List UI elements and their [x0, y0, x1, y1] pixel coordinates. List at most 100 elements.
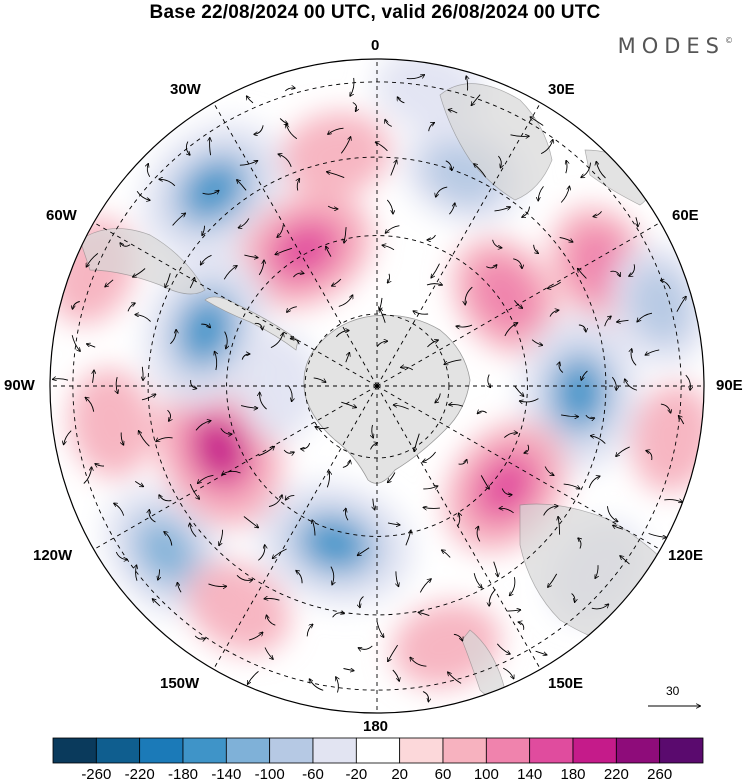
wind-arrow [284, 88, 295, 92]
wind-arrow [198, 474, 214, 483]
meridian [376, 385, 541, 670]
wind-arrow [591, 436, 606, 444]
wind-arrow [159, 179, 176, 187]
meridian [213, 385, 378, 670]
wind-arrow [398, 97, 405, 104]
wind-reference-label: 30 [666, 684, 680, 698]
wind-arrow [388, 472, 396, 483]
wind-arrow [423, 507, 440, 508]
wind-arrow [676, 297, 686, 312]
colorbar-segment [312, 737, 357, 764]
wind-arrow [376, 341, 387, 348]
wind-arrow [386, 199, 393, 214]
wind-arrow [629, 264, 635, 276]
lon-label-60w: 60W [46, 207, 77, 224]
wind-arrow [492, 239, 502, 248]
wind-arrow [135, 315, 151, 322]
antarctica [303, 314, 471, 484]
wind-arrow [448, 672, 462, 684]
wind-arrow [248, 632, 263, 641]
wind-arrow [93, 370, 95, 383]
wind-arrow [531, 339, 542, 346]
wind-arrow [418, 612, 430, 617]
wind-arrow [301, 442, 311, 449]
wind-arrow [636, 217, 638, 226]
wind-arrow [620, 556, 630, 565]
wind-arrow [277, 224, 284, 237]
wind-arrow [392, 669, 399, 681]
wind-arrow [345, 509, 349, 521]
wind-arrow [513, 385, 523, 397]
wind-arrow [167, 409, 171, 421]
lon-label-60e: 60E [672, 207, 699, 224]
colorbar-tick: 260 [647, 766, 673, 783]
wind-arrow [625, 379, 638, 391]
wind-arrow [127, 303, 135, 312]
wind-arrow [86, 253, 99, 266]
wind-arrow [423, 486, 437, 489]
lon-label-120w: 120W [33, 547, 73, 564]
colorbar-tick: 100 [473, 766, 499, 783]
anomaly-center [281, 111, 391, 197]
wind-arrow [336, 677, 339, 693]
wind-arrow [449, 404, 464, 406]
wind-arrow [267, 615, 276, 626]
wind-arrow [264, 598, 280, 600]
colorbar-segment [355, 737, 401, 764]
wind-arrow [297, 179, 299, 191]
wind-arrow [660, 403, 671, 413]
wind-arrow [224, 331, 228, 349]
wind-arrow [360, 596, 364, 608]
brand-logo: MODES© [617, 34, 733, 58]
wind-arrow [604, 316, 611, 327]
wind-arrow [585, 414, 595, 418]
colorbar-tick: -220 [124, 766, 155, 783]
wind-arrow [288, 386, 292, 401]
wind-arrow [239, 218, 250, 227]
wind-arrow [165, 273, 171, 287]
colorbar-segment [52, 737, 97, 764]
wind-arrow [201, 324, 210, 327]
wind-arrow [503, 433, 517, 438]
wind-arrow [382, 245, 395, 251]
lon-label-90e: 90E [716, 377, 743, 394]
wind-arrow [406, 75, 425, 80]
wind-arrow [120, 243, 131, 246]
wind-arrow [559, 237, 573, 243]
wind-arrow [661, 280, 671, 290]
wind-arrow [315, 427, 329, 429]
wind-arrow [449, 203, 454, 215]
colorbar-segment [139, 737, 184, 764]
colorbar-tick: -180 [167, 766, 199, 783]
wind-arrow [244, 254, 257, 258]
wind-arrow [215, 352, 217, 371]
wind-arrow [607, 506, 618, 521]
wind-arrow [613, 525, 623, 530]
wind-arrow [593, 211, 602, 216]
wind-arrow [164, 532, 173, 546]
colorbar-tick: -140 [211, 766, 242, 783]
wind-arrow [540, 140, 553, 155]
wind-arrow [286, 124, 298, 140]
page-title: Base 22/08/2024 00 UTC, valid 26/08/2024… [149, 2, 601, 23]
colorbar-tick: 60 [434, 766, 452, 783]
wind-arrow [543, 506, 558, 516]
wind-arrow [116, 376, 118, 393]
wind-arrow [426, 284, 442, 285]
wind-arrow [345, 353, 350, 363]
wind-arrow [510, 577, 516, 595]
wind-arrow [610, 270, 620, 276]
wind-arrow [341, 401, 356, 407]
wind-arrow [518, 622, 525, 630]
wind-arrow [283, 449, 294, 453]
lon-label-90w: 90W [4, 377, 35, 394]
wind-arrow [578, 324, 586, 332]
wind-arrow [480, 475, 489, 489]
wind-arrow [156, 437, 173, 442]
wind-arrow [358, 645, 373, 649]
wind-arrow [458, 460, 467, 465]
wind-arrow [560, 186, 569, 203]
wind-arrow [544, 466, 554, 476]
colorbar-tick: 20 [391, 766, 408, 783]
wind-arrow [436, 186, 448, 197]
